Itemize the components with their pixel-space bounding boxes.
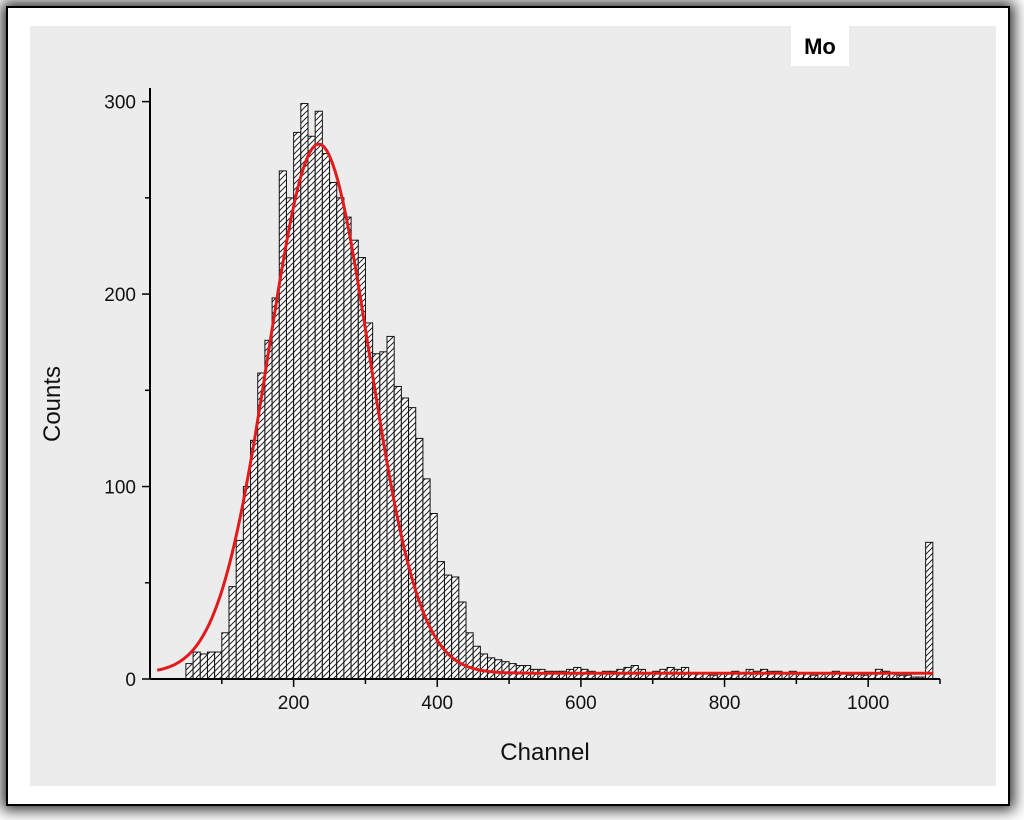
histogram-bar: [443, 574, 453, 680]
histogram-bar: [271, 297, 280, 680]
legend-label-box: Mo: [791, 26, 849, 66]
histogram-bar: [228, 586, 237, 680]
histogram-bar: [250, 439, 259, 680]
histogram-bar: [472, 645, 481, 680]
histogram-bar: [285, 197, 295, 680]
histogram-bar: [429, 512, 438, 680]
gaussian-fit-line: [156, 142, 933, 675]
histogram-bar: [487, 657, 496, 680]
histogram-bar: [293, 131, 302, 680]
histogram-bar: [336, 197, 345, 680]
x-tick-label: 1000: [847, 693, 889, 714]
x-tick-label: 600: [565, 693, 597, 714]
histogram-bar: [329, 181, 338, 680]
histogram-bar: [242, 486, 252, 680]
y-axis-title: Counts: [39, 366, 66, 442]
x-tick-label: 200: [278, 693, 310, 714]
histogram-bar: [379, 351, 388, 680]
histogram-bar: [925, 541, 934, 680]
histogram-bar: [508, 663, 517, 680]
histogram-bar: [307, 135, 316, 680]
histogram-bar: [458, 601, 467, 680]
histogram-chart: 200 400 600 800 1000 0 100 200 300 Channel Count…: [30, 26, 996, 786]
histogram-bar: [221, 632, 230, 680]
histogram-bar: [192, 651, 201, 680]
histogram-bar: [300, 103, 309, 680]
histogram-bar: [314, 110, 323, 680]
histogram-bar: [264, 339, 273, 680]
histogram-bar: [465, 632, 474, 680]
histogram-bar: [451, 576, 460, 680]
y-tick-label: 100: [104, 478, 136, 499]
histogram-bar: [214, 651, 223, 680]
y-tick-label: 200: [104, 285, 136, 306]
x-tick-label: 400: [421, 693, 453, 714]
histogram-bar: [185, 663, 194, 680]
histogram-bar: [494, 659, 503, 680]
histogram-bar: [235, 539, 244, 680]
histogram-bar: [350, 239, 359, 680]
histogram-bar: [436, 561, 445, 680]
y-tick-label: 300: [104, 93, 136, 114]
axes: [142, 88, 941, 687]
histogram-bar: [479, 653, 489, 680]
legend-label: Mo: [804, 34, 836, 59]
histogram-bar: [408, 407, 417, 680]
y-tick-label: 0: [125, 670, 136, 691]
histogram-bar: [199, 653, 208, 680]
histogram-bar: [386, 335, 395, 680]
histogram-bar: [501, 661, 510, 680]
x-axis-title: Channel: [500, 739, 589, 766]
histogram-bar: [415, 437, 424, 680]
tick-labels: 200 400 600 800 1000 0 100 200 300: [104, 93, 889, 714]
histogram-bar: [206, 651, 216, 680]
histogram-bar: [321, 153, 331, 680]
histogram-bar: [343, 216, 352, 680]
x-tick-label: 800: [709, 693, 741, 714]
plot-background: [30, 26, 996, 786]
figure-frame: 200 400 600 800 1000 0 100 200 300 Channel Count…: [8, 8, 1008, 804]
histogram-bar: [422, 478, 431, 680]
